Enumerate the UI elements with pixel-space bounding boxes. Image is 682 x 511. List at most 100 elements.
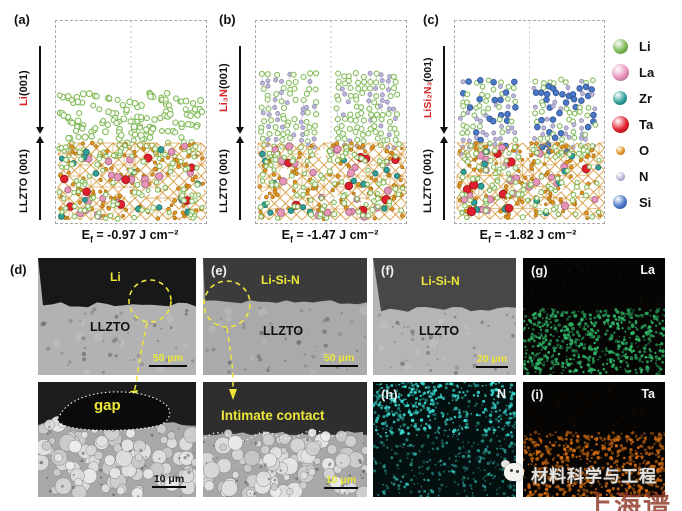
sem-image-lisin-llzto: (e) Li-Si-N LLZTO 50 μm xyxy=(203,258,367,375)
overlayer-name: Li₃N xyxy=(218,89,230,113)
overlayer-name: Li xyxy=(18,95,30,106)
scale-bar-line xyxy=(149,364,187,367)
legend-label: Li xyxy=(639,38,651,54)
legend-item-n: N xyxy=(610,163,654,189)
sem-image-gap: gap 10 μm xyxy=(38,382,196,497)
down-arrow xyxy=(440,46,447,134)
scale-bar: 10 μm xyxy=(152,472,186,488)
o-atom-icon xyxy=(615,145,625,155)
panel-b-structure-box xyxy=(255,20,407,224)
overlayer-plane: (001) xyxy=(422,57,434,83)
scale-bar: 50 μm xyxy=(149,351,187,367)
overlayer-name: LiSi₂N₃ xyxy=(422,82,434,119)
scale-bar: 10 μm xyxy=(324,473,358,489)
si-atom-icon xyxy=(613,195,627,209)
region-label-lisin: Li-Si-N xyxy=(421,274,460,288)
panel-c-label: (c) xyxy=(423,12,439,27)
panel-b-overlayer-label: Li₃N (001) xyxy=(216,38,232,138)
panel-b-caption: Ef = -1.47 J cm⁻² xyxy=(250,227,410,245)
logo-body xyxy=(504,463,524,481)
caption-value: = -1.82 J cm⁻² xyxy=(490,228,577,242)
atomic-model-li-llzto xyxy=(56,21,206,223)
caption-symbol: E xyxy=(479,228,488,242)
legend-label: Si xyxy=(639,194,652,210)
panel-a-substrate-label: LLZTO (001) xyxy=(18,149,30,213)
panel-d-label: (d) xyxy=(10,262,27,277)
scale-text: 20 μm xyxy=(476,352,508,365)
scale-text: 50 μm xyxy=(152,351,184,364)
atomic-model-lisi2n3-llzto xyxy=(456,21,604,223)
sem-image-intimate-contact: Intimate contact 10 μm xyxy=(203,382,367,497)
panel-b-substrate-label: LLZTO (001) xyxy=(218,149,230,213)
panel-c-caption: Ef = -1.82 J cm⁻² xyxy=(448,227,608,245)
scale-bar: 50 μm xyxy=(320,351,358,367)
legend-item-o: O xyxy=(610,137,654,163)
logo-eye xyxy=(516,470,519,473)
region-label-llzto: LLZTO xyxy=(263,324,304,338)
panel-g-label: (g) xyxy=(531,263,548,278)
eds-map-n: (h) N xyxy=(373,382,516,497)
panel-c-substrate-label: LLZTO (001) xyxy=(422,149,434,213)
caption-value: = -0.97 J cm⁻² xyxy=(92,228,179,242)
panel-c-overlayer-label: LiSi₂N₃ (001) xyxy=(420,30,436,146)
eds-map-ta: (i) Ta xyxy=(523,382,665,497)
legend-label: Zr xyxy=(639,90,652,106)
up-arrow xyxy=(440,136,447,220)
caption-symbol: E xyxy=(281,228,290,242)
sem-texture xyxy=(373,258,516,375)
zr-atom-icon xyxy=(613,91,627,105)
legend-label: O xyxy=(639,142,650,158)
sem-image-li-llzto: Li LLZTO 50 μm xyxy=(38,258,196,375)
atom-legend: Li La Zr Ta O N Si xyxy=(610,33,654,215)
legend-item-la: La xyxy=(610,59,654,85)
scale-text: 50 μm xyxy=(323,351,355,364)
scale-bar-line xyxy=(320,364,358,367)
caption-subscript: f xyxy=(289,234,293,245)
legend-label: N xyxy=(639,168,649,184)
logo-eye xyxy=(510,469,513,472)
legend-item-ta: Ta xyxy=(610,111,654,137)
overlayer-plane: (001) xyxy=(218,63,230,90)
legend-label: Ta xyxy=(639,116,654,132)
panel-f-label: (f) xyxy=(381,263,394,278)
region-label-llzto: LLZTO xyxy=(419,324,460,338)
watermark-logo xyxy=(501,459,526,483)
panel-a-structure-box xyxy=(55,20,207,224)
region-label-lisin: Li-Si-N xyxy=(261,273,300,287)
element-label-n: N xyxy=(496,387,506,401)
watermark-subtext: 上海谱 xyxy=(585,491,672,511)
annotation-gap: gap xyxy=(94,397,121,414)
sem-image-lisin-llzto-highmag: (f) Li-Si-N LLZTO 20 μm xyxy=(373,258,516,375)
n-atom-icon xyxy=(615,171,625,181)
annotation-intimate-contact: Intimate contact xyxy=(221,408,325,423)
scale-bar-line xyxy=(476,365,508,368)
panel-c-structure-box xyxy=(454,20,605,224)
region-label-li: Li xyxy=(110,270,121,284)
la-atom-icon xyxy=(611,63,629,81)
up-arrow xyxy=(36,136,43,220)
overlayer-plane: (001) xyxy=(18,70,30,96)
legend-item-li: Li xyxy=(610,33,654,59)
scale-bar-line xyxy=(324,486,358,489)
li-atom-icon xyxy=(612,38,628,54)
scale-text: 10 μm xyxy=(325,473,357,486)
down-arrow xyxy=(236,46,243,134)
panel-a-caption: Ef = -0.97 J cm⁻² xyxy=(50,227,210,245)
eds-map-la: (g) La xyxy=(523,258,665,375)
ta-atom-icon xyxy=(611,115,629,133)
caption-subscript: f xyxy=(487,234,491,245)
element-label-ta: Ta xyxy=(641,387,655,401)
eds-texture xyxy=(373,382,516,497)
panel-a-label: (a) xyxy=(14,12,30,27)
eds-texture xyxy=(523,382,665,497)
scale-bar-line xyxy=(152,485,186,488)
element-label-la: La xyxy=(640,263,655,277)
caption-subscript: f xyxy=(89,234,93,245)
eds-texture xyxy=(523,258,665,375)
up-arrow xyxy=(236,136,243,220)
atomic-model-li3n-llzto xyxy=(257,21,406,223)
scale-text: 10 μm xyxy=(153,472,185,485)
legend-item-zr: Zr xyxy=(610,85,654,111)
panel-b-label: (b) xyxy=(219,12,236,27)
